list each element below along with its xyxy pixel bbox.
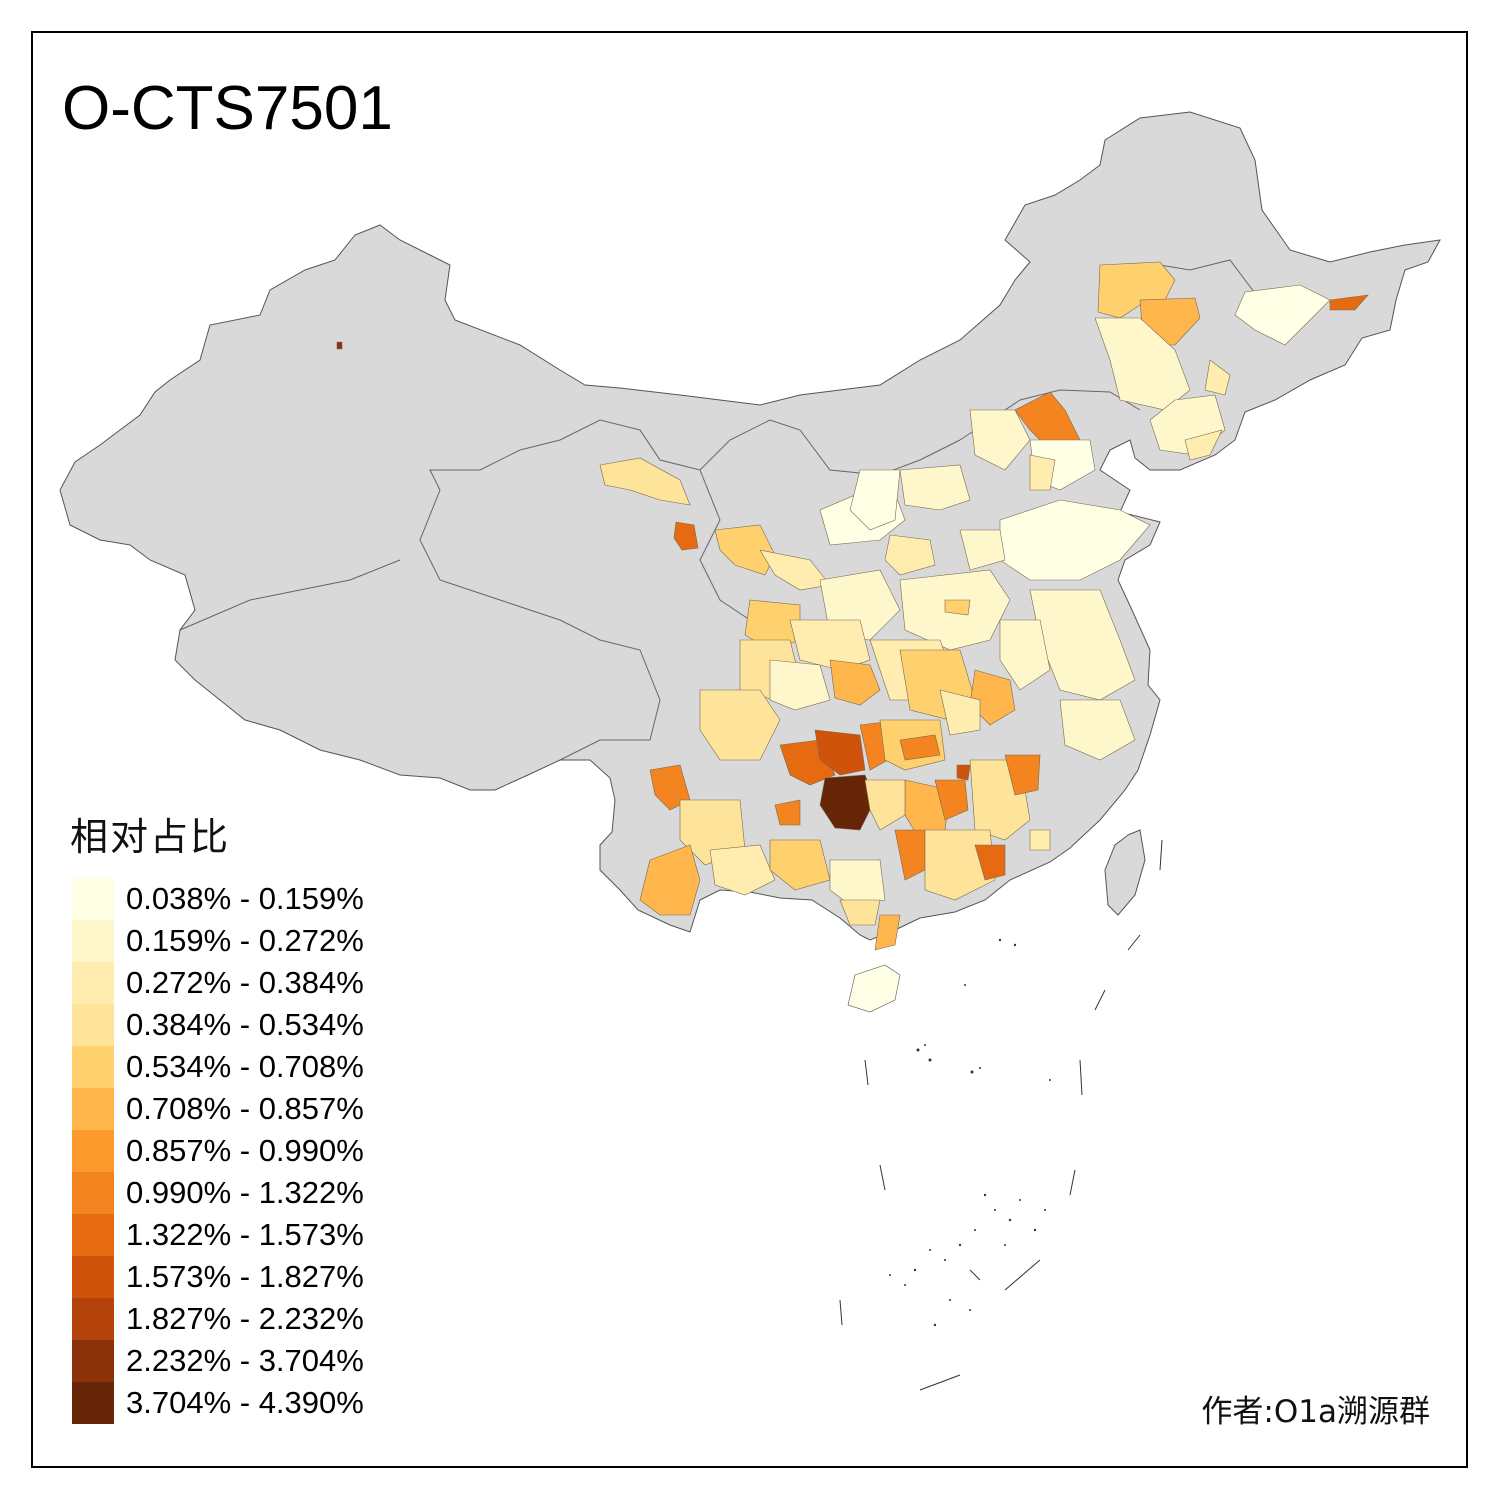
legend-title: 相对占比 (70, 815, 231, 859)
region-hunan-e (899, 734, 941, 761)
legend-item: 0.857% - 0.990% (70, 1130, 364, 1172)
region-hunan-x (864, 779, 906, 831)
legend-label: 1.322% - 1.573% (126, 1217, 364, 1252)
legend-rows: 0.038% - 0.159% 0.159% - 0.272% 0.272% - 0… (70, 878, 364, 1424)
region-qinghai-ne (599, 457, 691, 506)
legend-swatch (72, 1214, 114, 1256)
region-jiangxi-e (1004, 754, 1041, 796)
legend-item: 0.708% - 0.857% (70, 1088, 364, 1130)
region-guangxi-s (839, 899, 881, 926)
south-china-sea-marks (839, 839, 1163, 1391)
legend-item: 2.232% - 3.704% (70, 1340, 364, 1382)
region-guizhou-c (814, 729, 866, 776)
region-hainan (847, 964, 901, 1013)
legend-swatch (72, 920, 114, 962)
legend-label: 0.272% - 0.384% (126, 965, 364, 1000)
map-frame (31, 31, 1468, 1468)
data-regions (336, 261, 1369, 1013)
legend-label: 0.708% - 0.857% (126, 1091, 364, 1126)
legend-item: 3.704% - 4.390% (70, 1382, 364, 1424)
scattered-islands (889, 938, 1051, 1327)
legend-item: 1.573% - 1.827% (70, 1256, 364, 1298)
legend-swatch (72, 1298, 114, 1340)
region-hlj-east (1329, 294, 1369, 311)
legend-item: 0.990% - 1.322% (70, 1172, 364, 1214)
region-shandong (999, 499, 1151, 581)
region-heilongjiang-e (1234, 284, 1331, 346)
author-credit: 作者:O1a溯源群 (1201, 1394, 1430, 1430)
legend-item: 1.322% - 1.573% (70, 1214, 364, 1256)
region-gansu (714, 524, 776, 576)
region-henan-c (944, 599, 971, 616)
legend-swatch (72, 878, 114, 920)
region-guizhou-main (819, 774, 876, 831)
region-yunnan-e (709, 844, 776, 896)
region-guangxi-n (769, 839, 831, 891)
region-liaoning-b (1184, 429, 1223, 461)
legend-label: 2.232% - 3.704% (126, 1343, 364, 1378)
legend-swatch (72, 1004, 114, 1046)
legend-label: 0.038% - 0.159% (126, 881, 364, 916)
legend-item: 1.827% - 2.232% (70, 1298, 364, 1340)
legend-label: 0.990% - 1.322% (126, 1175, 364, 1210)
region-guangdong-red (974, 844, 1006, 881)
region-zhejiang (1059, 699, 1136, 761)
legend-swatch (72, 1130, 114, 1172)
region-fujian (1029, 829, 1051, 851)
legend-item: 0.272% - 0.384% (70, 962, 364, 1004)
region-beijing (969, 409, 1031, 471)
region-shanxi-n (899, 464, 971, 511)
region-henan (884, 534, 936, 576)
legend-label: 1.827% - 2.232% (126, 1301, 364, 1336)
legend-swatch (72, 1046, 114, 1088)
region-hunan-red (956, 764, 971, 781)
legend-item: 0.038% - 0.159% (70, 878, 364, 920)
region-hunan-se (934, 779, 969, 821)
map-title: O-CTS7501 (62, 74, 393, 143)
region-yunnan-s (639, 844, 701, 916)
legend-swatch (72, 962, 114, 1004)
legend-label: 0.159% - 0.272% (126, 923, 364, 958)
region-sichuan-w (769, 659, 831, 711)
legend-swatch (72, 1340, 114, 1382)
legend-swatch (72, 1256, 114, 1298)
region-hubei-b (939, 689, 981, 736)
legend-label: 0.857% - 0.990% (126, 1133, 364, 1168)
legend-label: 0.384% - 0.534% (126, 1007, 364, 1042)
legend-label: 3.704% - 4.390% (126, 1385, 364, 1420)
legend-item: 0.534% - 0.708% (70, 1046, 364, 1088)
legend-label: 0.534% - 0.708% (126, 1049, 364, 1084)
province-borders (179, 259, 1261, 761)
region-shaanxi (849, 469, 901, 531)
region-sichuan-s (699, 689, 781, 761)
legend: 相对占比 0.038% - 0.159% 0.159% - 0.272% 0.272… (70, 815, 364, 1424)
region-chongqing (829, 659, 881, 706)
taiwan-island (1104, 829, 1146, 916)
region-jilin-b (1204, 359, 1231, 396)
region-guangdong-s (874, 914, 901, 951)
region-anhui (999, 619, 1051, 691)
legend-label: 1.573% - 1.827% (126, 1259, 364, 1294)
legend-swatch (72, 1172, 114, 1214)
legend-swatch (72, 1088, 114, 1130)
region-gansu-b (759, 549, 831, 591)
legend-item: 0.159% - 0.272% (70, 920, 364, 962)
region-qinghai-spot (673, 521, 699, 551)
region-hebei-s (1029, 454, 1056, 491)
region-guizhou-w (774, 799, 801, 826)
region-xinjiang-spot (336, 341, 343, 350)
region-shandong-b (959, 529, 1006, 571)
legend-item: 0.384% - 0.534% (70, 1004, 364, 1046)
legend-swatch (72, 1382, 114, 1424)
